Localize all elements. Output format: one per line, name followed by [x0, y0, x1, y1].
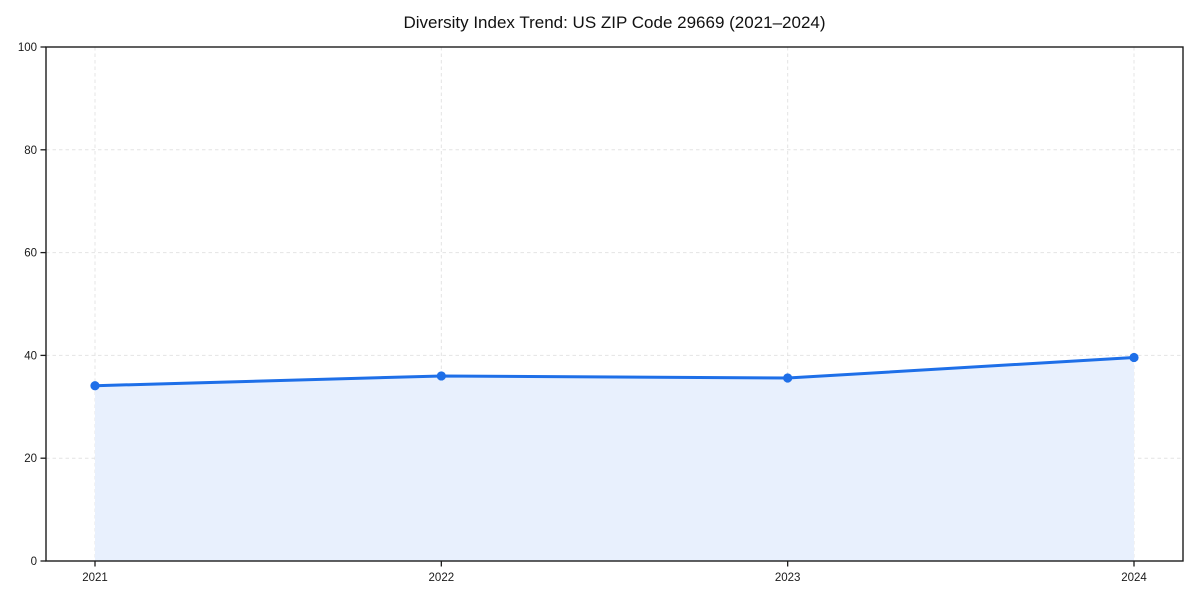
trend-line — [93, 355, 1136, 388]
y-tick-label: 40 — [24, 350, 37, 362]
x-tick-label: 2021 — [82, 572, 108, 584]
x-tick-label: 2022 — [429, 572, 455, 584]
y-tick-label: 60 — [24, 248, 37, 260]
area-fill — [95, 357, 1134, 561]
data-point-marker — [90, 381, 100, 391]
y-tick-label: 80 — [24, 145, 37, 157]
plot-border — [45, 46, 1184, 562]
y-tick-label: 20 — [24, 453, 37, 465]
data-point-marker — [783, 373, 793, 383]
x-tick-label: 2024 — [1121, 572, 1147, 584]
y-tick-label: 100 — [18, 42, 37, 54]
data-point-marker — [1129, 352, 1139, 363]
y-tick-label: 0 — [31, 556, 37, 568]
data-point-marker — [436, 371, 446, 381]
chart-title: Diversity Index Trend: US ZIP Code 29669… — [403, 13, 826, 32]
x-tick-label: 2023 — [775, 572, 801, 584]
